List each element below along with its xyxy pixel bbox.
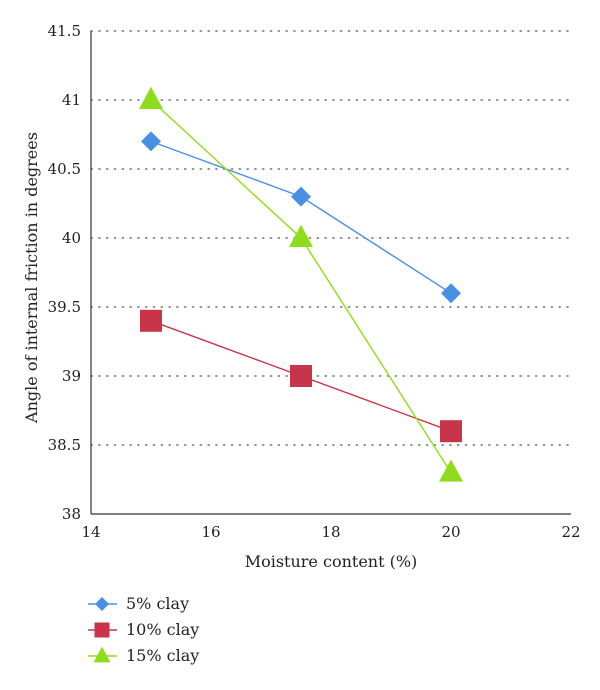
data-point: [291, 186, 311, 207]
x-tick-label: 18: [321, 523, 340, 541]
y-tick-label: 38: [62, 505, 81, 523]
series-5-clay: [141, 131, 461, 304]
x-tick-labels: 14 16 18 20 22: [81, 523, 580, 541]
series-line: [150, 99, 452, 473]
y-tick-label: 40: [62, 229, 81, 247]
legend-item: 5% clay: [88, 594, 189, 613]
x-axis-title: Moisture content (%): [245, 552, 418, 571]
legend: 5% clay 10% clay 15% clay: [88, 594, 199, 665]
series-line: [150, 140, 452, 294]
y-tick-label: 38.5: [48, 436, 81, 454]
y-tick-label: 41.5: [48, 22, 81, 40]
data-point: [139, 86, 163, 109]
data-point: [439, 459, 463, 482]
gridlines: [90, 30, 572, 446]
legend-label: 5% clay: [126, 594, 189, 613]
legend-item: 10% clay: [88, 620, 199, 639]
axes: [90, 31, 571, 515]
data-point: [141, 131, 161, 152]
legend-item: 15% clay: [88, 646, 199, 665]
y-tick-labels: 38 38.5 39 39.5 40 40.5 41 41.5: [48, 22, 81, 523]
y-tick-label: 40.5: [48, 160, 81, 178]
data-point: [290, 365, 312, 387]
x-tick-label: 14: [81, 523, 100, 541]
y-axis-title: Angle of internal friction in degrees: [22, 132, 41, 424]
series-10-clay: [140, 309, 462, 443]
legend-label: 15% clay: [126, 646, 199, 665]
data-point: [441, 283, 461, 304]
data-point: [140, 309, 162, 332]
data-point: [289, 224, 313, 247]
legend-marker: [95, 597, 109, 611]
series-lines: [139, 86, 463, 482]
series-15-clay: [139, 86, 463, 482]
y-tick-label: 41: [62, 91, 81, 109]
x-tick-label: 22: [561, 523, 580, 541]
x-tick-label: 16: [201, 523, 220, 541]
y-tick-label: 39.5: [48, 298, 81, 316]
legend-label: 10% clay: [126, 620, 199, 639]
data-point: [440, 420, 462, 443]
legend-marker: [94, 622, 110, 638]
x-tick-label: 20: [441, 523, 460, 541]
legend-marker: [93, 646, 111, 663]
y-tick-label: 39: [62, 367, 81, 385]
